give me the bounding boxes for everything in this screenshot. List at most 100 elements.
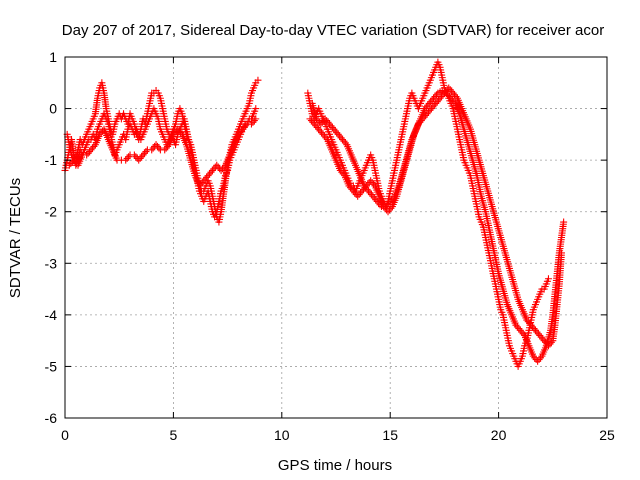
data-point (155, 144, 163, 152)
data-point (527, 321, 535, 329)
data-point (547, 338, 555, 346)
data-point (432, 99, 440, 107)
data-point (384, 208, 392, 216)
data-point (316, 127, 324, 135)
data-point (365, 187, 373, 195)
data-point (317, 120, 325, 128)
data-point (515, 325, 523, 333)
data-point (197, 180, 205, 188)
data-point (422, 103, 430, 111)
y-tick-label: -4 (45, 307, 58, 323)
data-point (519, 330, 527, 338)
data-point (327, 122, 335, 130)
data-point (436, 94, 444, 102)
data-point (136, 154, 144, 162)
data-point (139, 151, 147, 159)
data-point (336, 166, 344, 174)
data-point (523, 316, 531, 324)
data-point (534, 357, 542, 365)
data-point (339, 170, 347, 178)
data-point (534, 330, 542, 338)
data-point (204, 172, 212, 180)
data-point (366, 189, 374, 197)
data-point (375, 199, 383, 207)
data-point (320, 132, 328, 140)
data-point (240, 123, 248, 131)
data-point (372, 196, 380, 204)
y-tick-label: -1 (45, 152, 58, 168)
x-tick-label: 10 (274, 427, 290, 443)
data-point (452, 93, 460, 101)
data-point (252, 105, 260, 113)
data-point (239, 125, 247, 133)
data-point (234, 130, 242, 138)
plot-frame (64, 56, 608, 419)
data-point (355, 191, 363, 199)
data-point (386, 197, 394, 205)
data-point (385, 199, 393, 207)
data-point (367, 191, 375, 199)
data-point (382, 203, 390, 211)
data-point (447, 94, 455, 102)
y-tick-label: -2 (45, 204, 58, 220)
data-point (154, 142, 162, 150)
data-point (97, 129, 105, 137)
data-point (340, 137, 348, 145)
data-point (207, 168, 215, 176)
data-point (87, 146, 95, 154)
data-point (426, 106, 434, 114)
data-point (348, 185, 356, 193)
data-point (175, 127, 183, 135)
data-point (337, 134, 345, 142)
data-point (236, 129, 244, 137)
data-point (427, 98, 435, 106)
data-point (544, 275, 552, 283)
data-point (237, 127, 245, 135)
data-point (122, 156, 130, 164)
y-tick-label: -6 (45, 410, 58, 426)
data-point (435, 96, 443, 104)
data-point (431, 93, 439, 101)
data-point (252, 115, 260, 123)
data-point (357, 189, 365, 197)
data-point (217, 166, 225, 174)
data-point (200, 177, 208, 185)
data-point (376, 201, 384, 209)
data-point (368, 178, 376, 186)
data-point (84, 149, 92, 157)
data-point (444, 91, 452, 99)
data-point (423, 110, 431, 118)
data-point (249, 118, 257, 126)
data-point (174, 125, 182, 133)
data-point (96, 130, 104, 138)
data-point (388, 196, 396, 204)
y-axis-label: SDTVAR / TECUs (7, 178, 24, 298)
data-point (430, 94, 438, 102)
data-point (331, 127, 339, 135)
data-point (429, 103, 437, 111)
data-point (336, 132, 344, 140)
data-point (247, 120, 255, 128)
data-point (533, 328, 541, 336)
data-point (425, 108, 433, 116)
data-point (162, 144, 170, 152)
data-point (125, 153, 133, 161)
data-point (428, 96, 436, 104)
data-point (529, 352, 537, 360)
data-point (362, 184, 370, 192)
data-point (531, 326, 539, 334)
data-point (140, 149, 148, 157)
data-point (321, 115, 329, 123)
data-point (220, 163, 228, 171)
data-point (254, 76, 262, 84)
data-point (421, 105, 429, 113)
data-point (449, 89, 457, 97)
data-point (250, 117, 258, 125)
data-point (219, 165, 227, 173)
data-point (448, 96, 456, 104)
data-point (334, 130, 342, 138)
data-point (430, 101, 438, 109)
data-point (526, 319, 534, 327)
data-point (512, 321, 520, 329)
data-point (90, 142, 98, 150)
